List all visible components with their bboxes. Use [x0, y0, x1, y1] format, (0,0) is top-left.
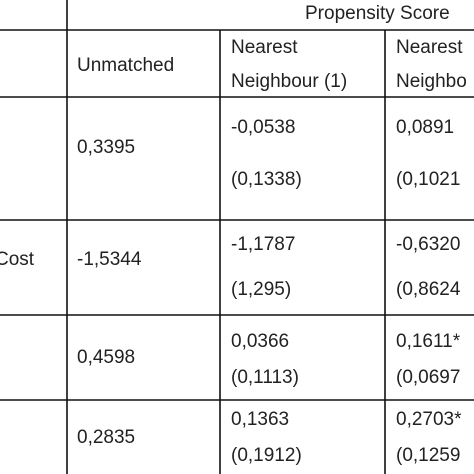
- row-label: Cost: [0, 249, 35, 270]
- group-header: Propensity Score: [305, 3, 450, 24]
- standard-error: (0,1912): [231, 445, 302, 466]
- column-header: Nearest Neighbour (1): [231, 37, 348, 92]
- standard-error: (0,1021: [396, 169, 461, 190]
- coefficient: 0,1363: [231, 409, 290, 430]
- coefficient: 0,3395: [77, 137, 136, 158]
- standard-error: (0,1113): [231, 367, 299, 388]
- coefficient: 0,2835: [77, 427, 136, 448]
- coefficient: 0,1611*: [396, 331, 461, 352]
- standard-error: (0,0697: [396, 367, 461, 388]
- coefficient: -1,5344: [77, 249, 142, 270]
- coefficient: -1,1787: [231, 234, 296, 255]
- coefficient: 0,0366: [231, 331, 290, 352]
- coefficient: 0,0891: [396, 117, 455, 138]
- standard-error: (0,1338): [231, 169, 302, 190]
- coefficient: 0,2703*: [396, 409, 462, 430]
- standard-error: (0,1259: [396, 445, 461, 466]
- coefficient: -0,0538: [231, 117, 296, 138]
- coefficient: 0,4598: [77, 347, 136, 368]
- column-header: Nearest Neighbo: [396, 37, 467, 92]
- column-header: Unmatched: [77, 55, 175, 76]
- standard-error: (1,295): [231, 279, 292, 300]
- coefficient: -0,6320: [396, 234, 461, 255]
- standard-error: (0,8624: [396, 279, 461, 300]
